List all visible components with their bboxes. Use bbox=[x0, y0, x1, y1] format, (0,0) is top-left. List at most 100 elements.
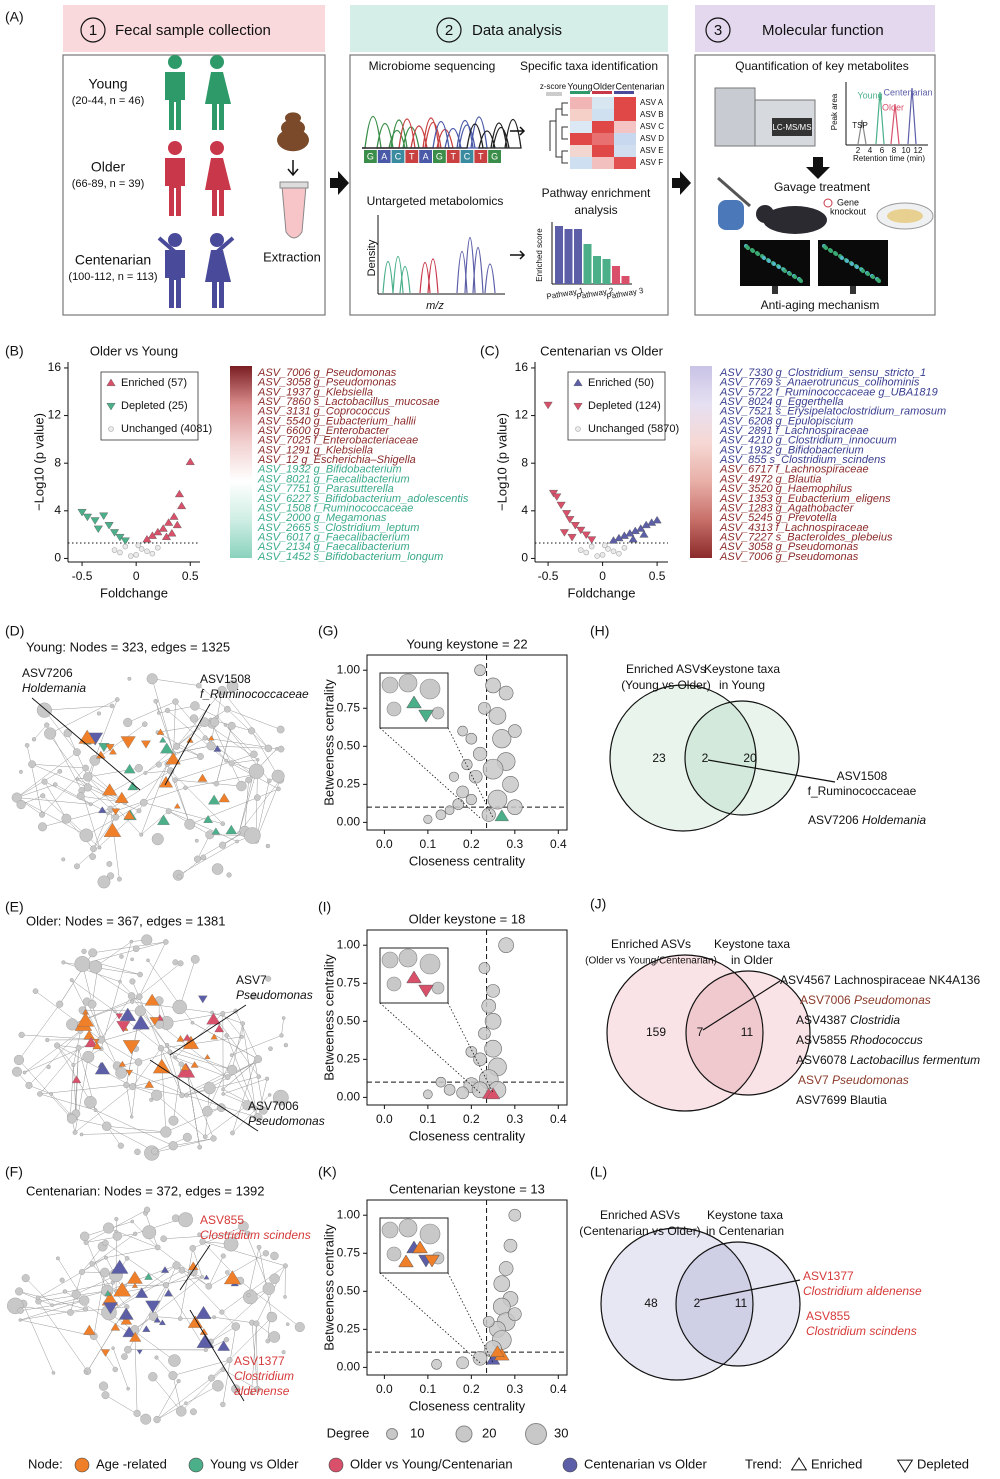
network-edge bbox=[71, 979, 116, 1012]
base-box bbox=[433, 150, 446, 163]
network-edge bbox=[82, 1010, 141, 1012]
cell-dot bbox=[756, 252, 760, 256]
network-edge bbox=[209, 1061, 256, 1089]
network-node bbox=[164, 707, 171, 714]
dance-arm bbox=[157, 236, 177, 254]
venn-title: Keystone taxa bbox=[707, 1208, 783, 1222]
x-tick-label: 0.0 bbox=[376, 837, 393, 851]
network-edge bbox=[152, 678, 199, 686]
size-legend-label: 30 bbox=[554, 1425, 568, 1440]
network-taxon bbox=[98, 806, 107, 814]
point bbox=[570, 522, 580, 530]
annotation-line bbox=[149, 1059, 259, 1132]
network-taxon bbox=[144, 1272, 153, 1280]
heatmap-label: ASV_6717 f_Lachnospiraceae bbox=[719, 464, 869, 476]
point bbox=[605, 546, 611, 552]
network-node bbox=[114, 1229, 118, 1234]
network-taxon bbox=[92, 1041, 102, 1050]
base-letter: A bbox=[423, 151, 429, 161]
network-edge bbox=[108, 1270, 183, 1313]
network-node bbox=[203, 1082, 216, 1095]
network-edge bbox=[85, 767, 126, 803]
network-edge bbox=[70, 1064, 74, 1116]
network-taxon bbox=[142, 1325, 151, 1332]
network-edge bbox=[181, 1270, 236, 1327]
annotation-taxon: Holdemania bbox=[22, 681, 86, 695]
network-edge bbox=[187, 1073, 214, 1139]
person-head bbox=[168, 55, 182, 69]
heatmap-label: ASV_1932 g_Bifidobacterium bbox=[719, 444, 864, 456]
y-tick-label: 12 bbox=[515, 408, 529, 422]
heat-cell bbox=[614, 133, 636, 145]
network-edge bbox=[153, 1265, 177, 1317]
group-name: Older bbox=[91, 159, 126, 175]
network-edge bbox=[74, 1118, 107, 1127]
point bbox=[616, 550, 622, 557]
network-taxon bbox=[190, 1061, 199, 1068]
point bbox=[625, 529, 635, 537]
colony bbox=[887, 209, 923, 223]
network-node bbox=[66, 1018, 79, 1031]
person-body bbox=[205, 72, 231, 130]
base-box bbox=[419, 150, 432, 163]
network-node bbox=[183, 785, 188, 791]
network-node bbox=[265, 975, 272, 982]
point bbox=[99, 512, 109, 520]
network-edge bbox=[124, 1284, 167, 1357]
network-node bbox=[61, 813, 72, 824]
trend-marker bbox=[896, 1459, 914, 1473]
panel-label: (A) bbox=[5, 9, 24, 25]
network-edge bbox=[56, 1045, 133, 1087]
network-node bbox=[212, 1380, 224, 1392]
network-node bbox=[32, 988, 39, 994]
y-tick-label: 0.25 bbox=[337, 1322, 361, 1336]
chart-title: Centenarian keystone = 13 bbox=[389, 1181, 545, 1196]
network-edge bbox=[222, 1013, 243, 1038]
heat-cell bbox=[570, 157, 592, 169]
network-node bbox=[254, 1055, 263, 1064]
point bbox=[639, 530, 649, 538]
network-node bbox=[148, 1372, 158, 1382]
venn-entry-taxon: Holdemania bbox=[859, 813, 927, 827]
network-edge bbox=[95, 941, 132, 968]
network-taxon bbox=[144, 993, 160, 1006]
network-node bbox=[168, 1354, 181, 1367]
network-node bbox=[266, 1311, 278, 1323]
heatmap-label: ASV_5722 f_Ruminococcaceae g_UBA1819 bbox=[719, 386, 938, 398]
network-node bbox=[230, 1130, 235, 1136]
point bbox=[127, 553, 134, 559]
network-edge bbox=[214, 1316, 253, 1323]
cell-dot bbox=[772, 262, 776, 266]
network-edge bbox=[176, 690, 223, 747]
rt-label: Retention time (min) bbox=[853, 154, 925, 163]
network-node bbox=[71, 1062, 76, 1068]
heatmap-label: ASV_1291 g_Klebsiella bbox=[257, 444, 373, 456]
point bbox=[93, 525, 103, 534]
point bbox=[587, 536, 597, 544]
network-edge bbox=[181, 1369, 224, 1412]
network-node bbox=[69, 978, 74, 983]
network-edge bbox=[132, 1048, 162, 1087]
network-node bbox=[162, 1281, 170, 1289]
network-node bbox=[217, 685, 227, 696]
network-edge bbox=[76, 810, 140, 867]
network-edge bbox=[238, 774, 254, 834]
rt-tick: 12 bbox=[914, 146, 923, 155]
network-node bbox=[119, 954, 124, 959]
network-taxon bbox=[218, 793, 230, 803]
network-taxon bbox=[145, 1300, 161, 1313]
network-taxon bbox=[97, 1061, 105, 1068]
venn-entry-id: ASV4387 bbox=[796, 1013, 847, 1027]
network-node bbox=[227, 721, 236, 730]
point bbox=[478, 1027, 491, 1040]
network-edge bbox=[39, 1084, 127, 1095]
heatmap-label: ASV_2134 g_Faecalibacterium bbox=[257, 541, 410, 553]
legend-marker bbox=[108, 426, 114, 432]
network-node bbox=[134, 1005, 146, 1017]
network-node bbox=[25, 1081, 33, 1089]
annotation-label: ASV855 bbox=[200, 1213, 244, 1227]
network-taxon bbox=[71, 1075, 82, 1084]
network-edge bbox=[159, 1023, 228, 1078]
venn-count: 48 bbox=[644, 1296, 658, 1310]
venn-entry-taxon: Lachnospiraceae NK4A136 bbox=[831, 973, 981, 987]
